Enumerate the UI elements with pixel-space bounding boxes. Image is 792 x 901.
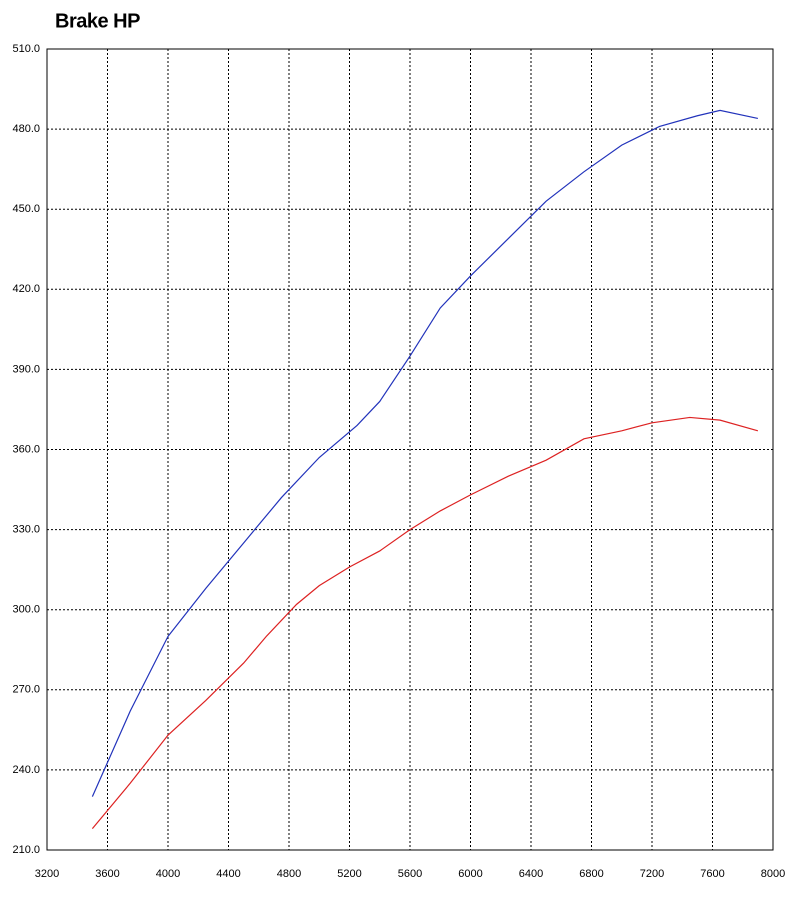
- y-tick-label: 330.0: [12, 524, 40, 536]
- series-line: [91, 416, 759, 830]
- x-tick-label: 7600: [700, 868, 724, 880]
- x-tick-label: 4800: [277, 868, 301, 880]
- x-tick-label: 7200: [640, 868, 664, 880]
- x-tick-label: 4000: [156, 868, 180, 880]
- y-tick-label: 450.0: [12, 203, 40, 215]
- x-tick-label: 3200: [35, 868, 59, 880]
- x-tick-label: 8000: [761, 868, 785, 880]
- y-tick-label: 420.0: [12, 283, 40, 295]
- x-tick-label: 4400: [216, 868, 240, 880]
- x-tick-label: 5200: [337, 868, 361, 880]
- chart-title: Brake HP: [55, 10, 140, 32]
- x-tick-label: 6000: [458, 868, 482, 880]
- y-tick-label: 240.0: [12, 764, 40, 776]
- y-tick-label: 300.0: [12, 604, 40, 616]
- y-tick-label: 210.0: [12, 844, 40, 856]
- x-tick-label: 3600: [95, 868, 119, 880]
- y-tick-label: 270.0: [12, 684, 40, 696]
- y-tick-label: 390.0: [12, 363, 40, 375]
- x-tick-label: 6800: [579, 868, 603, 880]
- x-tick-label: 6400: [519, 868, 543, 880]
- y-tick-label: 510.0: [12, 43, 40, 55]
- y-tick-label: 360.0: [12, 443, 40, 455]
- x-tick-label: 5600: [398, 868, 422, 880]
- y-tick-label: 480.0: [12, 123, 40, 135]
- series-line: [91, 109, 758, 797]
